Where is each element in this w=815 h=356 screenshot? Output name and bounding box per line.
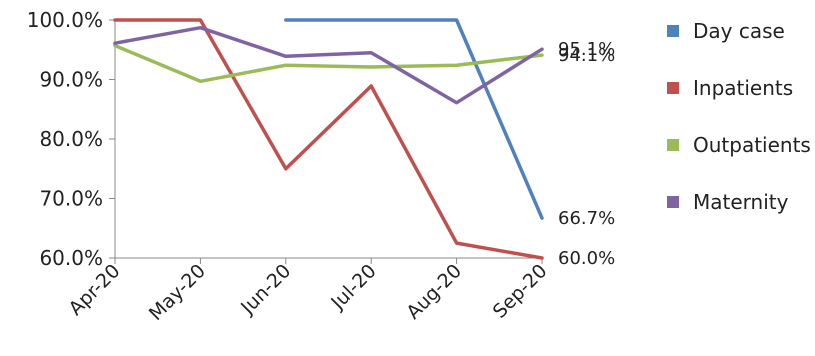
series-line	[113, 18, 544, 260]
data-labels: 95.1%94.1% 66.7% 60.0%	[558, 39, 615, 269]
series-line	[284, 18, 544, 220]
y-tick-label: 70.0%	[39, 187, 103, 211]
legend-label: Maternity	[693, 190, 789, 214]
y-tick-label: 60.0%	[39, 246, 103, 270]
legend-item: Outpatients	[667, 133, 811, 157]
x-tick-label: Sep-20	[489, 260, 552, 323]
legend-label: Outpatients	[693, 133, 811, 157]
legend-item: Maternity	[667, 190, 789, 214]
x-tick-label: May-20	[145, 260, 210, 325]
series-line	[113, 25, 544, 105]
data-label: 60.0%	[558, 248, 615, 269]
y-tick-label: 80.0%	[39, 127, 103, 151]
legend-label: Inpatients	[693, 76, 793, 100]
x-tick-label: Jun-20	[236, 260, 295, 319]
series-inpatients	[113, 18, 544, 260]
series-lines	[113, 18, 544, 260]
data-label: 95.1%	[558, 39, 615, 60]
legend-swatch	[667, 25, 679, 37]
legend-swatch	[667, 82, 679, 94]
legend-item: Inpatients	[667, 76, 793, 100]
y-tick-label: 100.0%	[27, 8, 103, 32]
x-axis-ticks: Apr-20 May-20 Jun-20 Jul-20 Aug-20 Sep-20	[65, 258, 552, 325]
series-maternity	[113, 25, 544, 105]
y-tick-label: 90.0%	[39, 68, 103, 92]
series-day-case	[284, 18, 544, 220]
data-label: 94.1%	[558, 45, 615, 66]
legend-swatch	[667, 139, 679, 151]
y-axis-ticks: 100.0% 90.0% 80.0% 70.0% 60.0%	[27, 8, 115, 270]
legend: Day case Inpatients Outpatients Maternity	[667, 19, 811, 214]
legend-swatch	[667, 196, 679, 208]
series-line	[113, 43, 544, 84]
x-tick-label: Aug-20	[402, 260, 466, 324]
legend-item: Day case	[667, 19, 785, 43]
series-outpatients	[113, 43, 544, 84]
x-tick-label: Jul-20	[326, 260, 380, 314]
plot-area: 100.0%90.0%80.0%70.0%60.0% Apr-20 May-20 J…	[27, 8, 615, 325]
legend-label: Day case	[693, 19, 785, 43]
data-label: 66.7%	[558, 208, 615, 229]
